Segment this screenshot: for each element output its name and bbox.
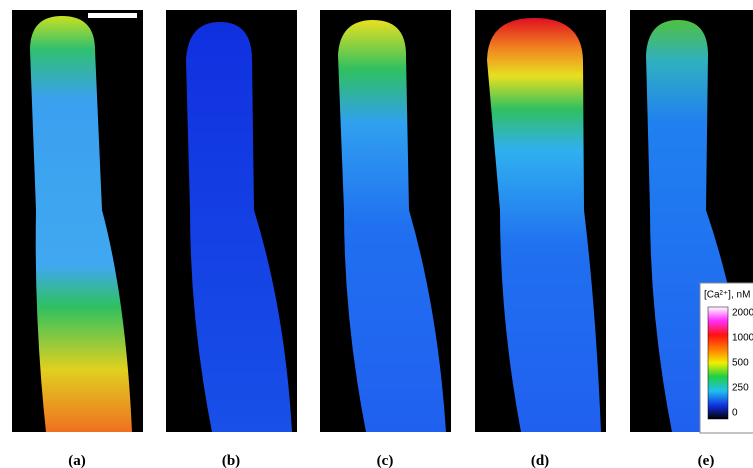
panel-label: (b) [222, 453, 240, 468]
panel-label: (a) [68, 453, 86, 468]
colorbar-tick-label: 1000 [732, 333, 753, 344]
panel-label: (c) [377, 453, 394, 468]
tube-image [487, 18, 601, 432]
colorbar-title: [Ca²⁺], nM [704, 290, 750, 301]
panel-label: (d) [531, 453, 549, 468]
panel-label: (e) [698, 453, 715, 468]
tube-image [338, 20, 446, 432]
scale-bar [88, 13, 137, 18]
tube-image [30, 16, 132, 432]
colorbar [707, 306, 729, 420]
colorbar-tick-label: 500 [732, 358, 749, 369]
tube-image [186, 22, 292, 432]
colorbar-tick-label: 0 [732, 408, 738, 419]
colorbar-tick-label: 250 [732, 383, 749, 394]
colorbar-tick-label: 2000 [732, 308, 753, 319]
